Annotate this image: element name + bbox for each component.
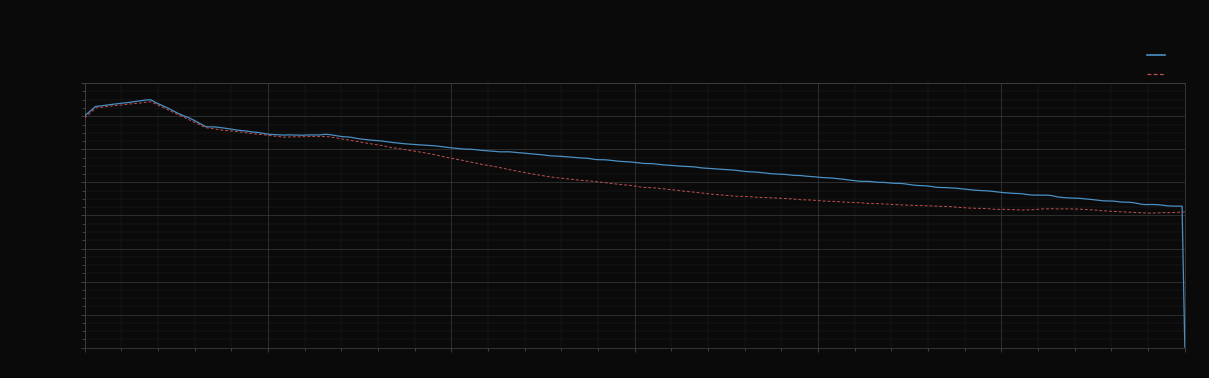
Legend: , : ,	[1144, 48, 1175, 82]
